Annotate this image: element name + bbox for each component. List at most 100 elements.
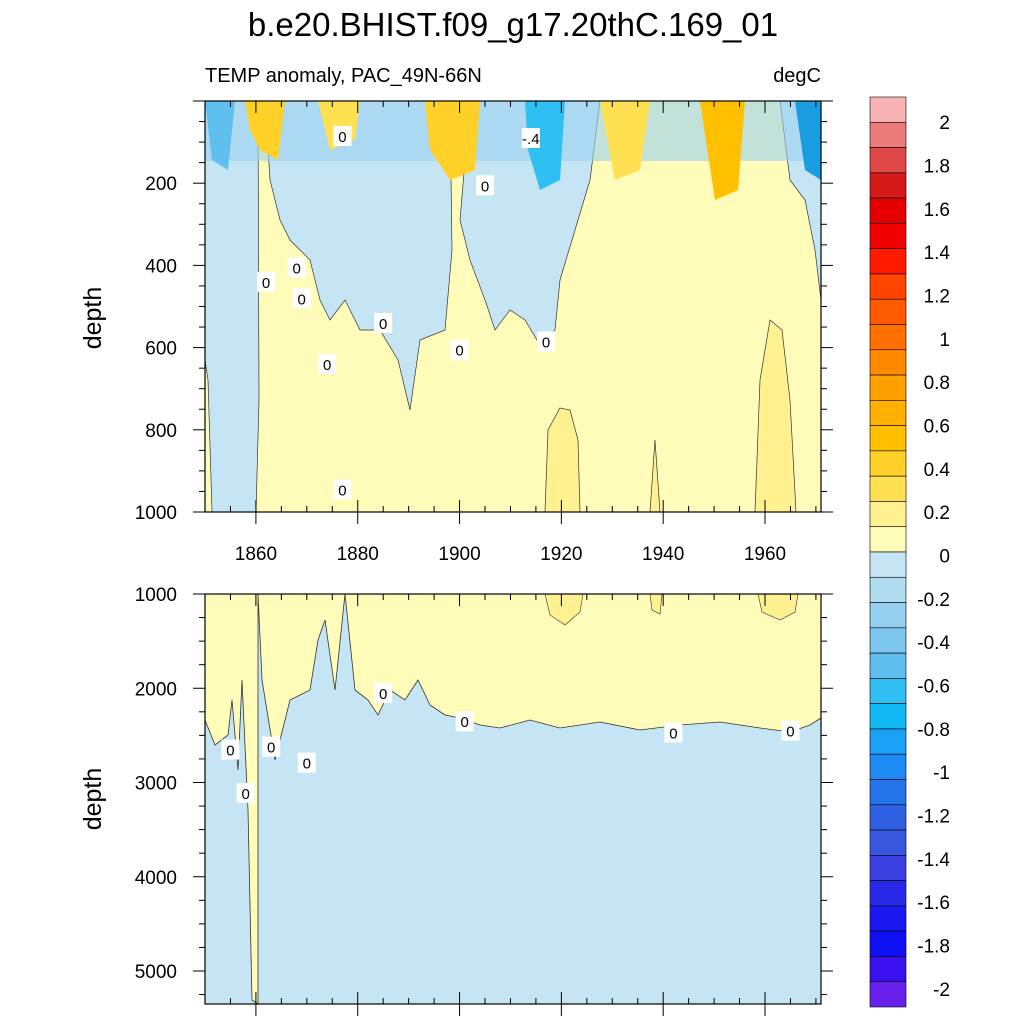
contour-label-bg <box>374 312 393 333</box>
colorbar-swatch <box>869 425 907 452</box>
lower-positive-region <box>205 594 821 1004</box>
contour-label-bg <box>476 175 494 196</box>
lower-y-tick-label: 5000 <box>135 962 177 983</box>
colorbar-swatch <box>869 602 907 629</box>
contour-label: 0 <box>669 726 677 743</box>
contour-label: 0 <box>262 275 270 292</box>
upper-surface-cold-1855 <box>205 101 235 170</box>
colorbar-swatch <box>869 905 907 932</box>
colorbar-swatch <box>869 804 907 831</box>
colorbar-swatch <box>869 981 907 1008</box>
contour-label: 0 <box>226 743 234 760</box>
contour-label: 0 <box>338 482 346 499</box>
contour-label: 0 <box>460 714 468 731</box>
contour-label: 0 <box>303 756 311 773</box>
colorbar-swatch <box>869 450 907 477</box>
colorbar-swatch <box>869 956 907 983</box>
contour-label-bg <box>455 711 474 732</box>
contour-label-bg <box>297 752 316 773</box>
lower-y-tick-label: 2000 <box>135 679 177 700</box>
colorbar-swatch <box>869 324 907 351</box>
colorbar-label: 1 <box>939 330 950 351</box>
contour-label: 0 <box>481 178 489 195</box>
upper-y-tick-label: 1000 <box>135 503 177 524</box>
upper-surface-warm-1950 <box>700 101 745 200</box>
colorbar-label: -1.2 <box>917 806 950 827</box>
x-tick-label: 1900 <box>438 544 480 565</box>
lower-y-axis-title: depth <box>79 768 107 831</box>
colorbar-swatch <box>869 880 907 907</box>
upper-negative-mid <box>264 101 453 411</box>
colorbar-swatch <box>869 551 907 578</box>
lower-warm-1920 <box>544 594 584 626</box>
contour-label-bg <box>537 331 556 352</box>
upper-y-axis: 200 400 600 800 1000 <box>135 100 833 524</box>
chart-left-subtitle: TEMP anomaly, PAC_49N-66N <box>205 65 482 87</box>
contour-label: 0 <box>786 724 794 741</box>
colorbar-label: -1.8 <box>917 936 950 957</box>
lower-x-axis <box>204 594 817 1016</box>
colorbar-swatch <box>869 526 907 553</box>
contour-label-bg <box>333 479 352 500</box>
colorbar-swatch <box>869 298 907 325</box>
colorbar-swatch <box>869 374 907 401</box>
contour-label-bg <box>664 722 683 743</box>
contour-label-bg <box>521 127 540 148</box>
upper-surface-warm-1935 <box>600 101 650 180</box>
contour-label-bg <box>781 720 800 741</box>
contour-label-bg <box>292 288 311 309</box>
colorbar-swatch <box>869 147 907 174</box>
colorbar-swatch <box>869 121 907 148</box>
colorbar-label: 0.4 <box>924 460 951 481</box>
colorbar-label: -0.4 <box>917 633 950 654</box>
upper-warm-1960 <box>754 319 797 512</box>
x-tick-label: 1920 <box>540 544 582 565</box>
contour-label-bg <box>287 257 306 278</box>
colorbar-label: 1.4 <box>924 243 951 264</box>
contour-label: 0 <box>298 291 306 308</box>
upper-y-tick-label: 200 <box>145 174 177 195</box>
upper-y-tick-label: 600 <box>145 339 177 360</box>
upper-y-tick-label: 400 <box>145 256 177 277</box>
chart-right-subtitle: degC <box>773 65 821 87</box>
colorbar-label: 0.2 <box>924 503 950 524</box>
colorbar-swatch <box>869 576 907 603</box>
colorbar-label: 1.6 <box>924 200 950 221</box>
contour-label: 0 <box>323 357 331 374</box>
contour-label: 0 <box>292 260 300 277</box>
colorbar-label: -2 <box>933 980 950 1001</box>
lower-contour-labels: 0 0 0 0 0 0 0 0 <box>221 682 800 803</box>
lower-warm-1960 <box>757 594 799 621</box>
colorbar-swatch <box>869 223 907 249</box>
colorbar-label: -1.6 <box>917 893 950 914</box>
colorbar-label: 0 <box>939 546 950 567</box>
colorbar-label: 2 <box>939 113 950 134</box>
colorbar-swatch <box>869 197 907 224</box>
x-tick-label: 1960 <box>744 544 786 565</box>
contour-label: 0 <box>379 686 387 703</box>
upper-surface-cold-1915 <box>525 101 565 190</box>
lower-plot-frame <box>204 593 822 1005</box>
colorbar-swatch <box>869 501 907 528</box>
contour-label-bg <box>257 271 276 292</box>
upper-panel: 1860 1880 1900 1920 1940 1960 200 400 600 800 100… <box>79 100 833 565</box>
upper-x-axis: 1860 1880 1900 1920 1940 1960 <box>204 101 817 565</box>
upper-surface-warm-1860 <box>245 101 285 160</box>
contour-label: 0 <box>379 316 387 333</box>
lower-y-tick-label: 1000 <box>135 585 177 606</box>
colorbar-swatch <box>869 400 907 426</box>
colorbar-label: -0.2 <box>917 590 950 611</box>
colorbar-swatch <box>869 779 907 806</box>
lower-y-tick-label: 3000 <box>135 774 177 795</box>
colorbar-swatch <box>869 703 907 730</box>
contour-label: 0 <box>267 740 275 757</box>
lower-y-tick-label: 4000 <box>135 868 177 889</box>
upper-surface-warm-1900 <box>425 101 480 180</box>
upper-surface-cold-1968 <box>795 101 821 180</box>
upper-warm-1940 <box>649 439 661 512</box>
colorbar-swatch <box>869 930 907 957</box>
contour-label-bg <box>221 739 240 760</box>
colorbar-label: 0.6 <box>924 416 950 437</box>
contour-label-bg <box>374 682 393 703</box>
